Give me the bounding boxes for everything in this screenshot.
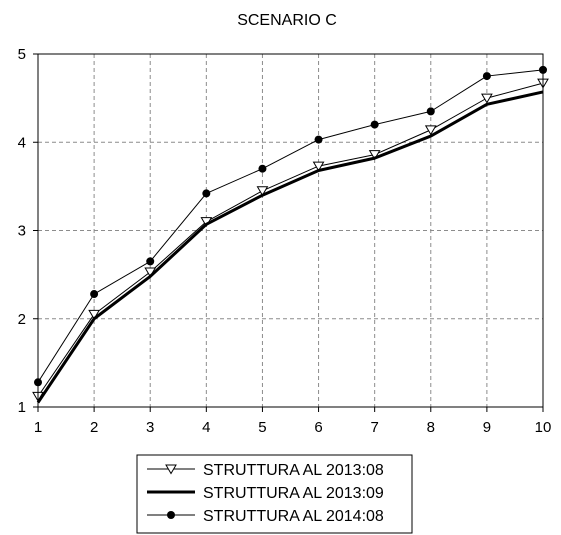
x-tick-label: 2 (90, 419, 98, 436)
data-point (482, 72, 491, 81)
data-point (481, 93, 493, 104)
data-point (165, 464, 177, 475)
legend-item: STRUTTURA AL 2013:09 (147, 485, 384, 502)
legend-label: STRUTTURA AL 2013:08 (203, 462, 384, 479)
x-tick-label: 10 (535, 419, 552, 436)
data-point (167, 511, 175, 519)
series-2 (36, 90, 544, 404)
y-tick-label: 4 (18, 134, 26, 151)
series-lines (32, 65, 549, 404)
series-line (36, 90, 544, 404)
x-axis: 1 2 3 4 5 6 7 8 9 10 (34, 407, 552, 436)
data-point (314, 135, 323, 144)
data-point (90, 290, 99, 299)
legend-label: STRUTTURA AL 2013:09 (203, 485, 384, 502)
data-point (146, 257, 155, 266)
data-point (202, 189, 211, 198)
x-tick-label: 4 (202, 419, 210, 436)
data-point (256, 186, 269, 197)
legend-label: STRUTTURA AL 2014:08 (203, 508, 384, 525)
legend-item: STRUTTURA AL 2014:08 (147, 508, 384, 525)
y-tick-label: 5 (18, 46, 26, 63)
y-axis: 1 2 3 4 5 (18, 46, 38, 416)
chart-title: SCENARIO C (237, 12, 337, 29)
data-point (426, 107, 435, 116)
series-1 (32, 78, 549, 402)
y-tick-label: 1 (18, 399, 26, 416)
series-line (37, 69, 544, 383)
data-point (312, 161, 325, 172)
x-tick-label: 9 (483, 419, 491, 436)
data-point (258, 164, 267, 173)
legend-box (136, 454, 413, 534)
x-tick-label: 3 (146, 419, 154, 436)
data-point (370, 120, 379, 129)
y-tick-label: 2 (18, 311, 26, 328)
legend: STRUTTURA AL 2013:08 STRUTTURA AL 2013:09… (136, 454, 413, 534)
series-line (37, 82, 544, 397)
data-point (424, 125, 437, 136)
x-tick-label: 1 (34, 419, 42, 436)
x-tick-label: 5 (258, 419, 266, 436)
x-tick-label: 8 (427, 419, 435, 436)
x-tick-label: 7 (370, 419, 378, 436)
y-tick-label: 3 (18, 223, 26, 240)
x-tick-label: 6 (314, 419, 322, 436)
grid-lines (38, 54, 543, 407)
legend-item: STRUTTURA AL 2013:08 (147, 462, 384, 479)
data-point (368, 150, 381, 161)
data-point (88, 309, 100, 320)
